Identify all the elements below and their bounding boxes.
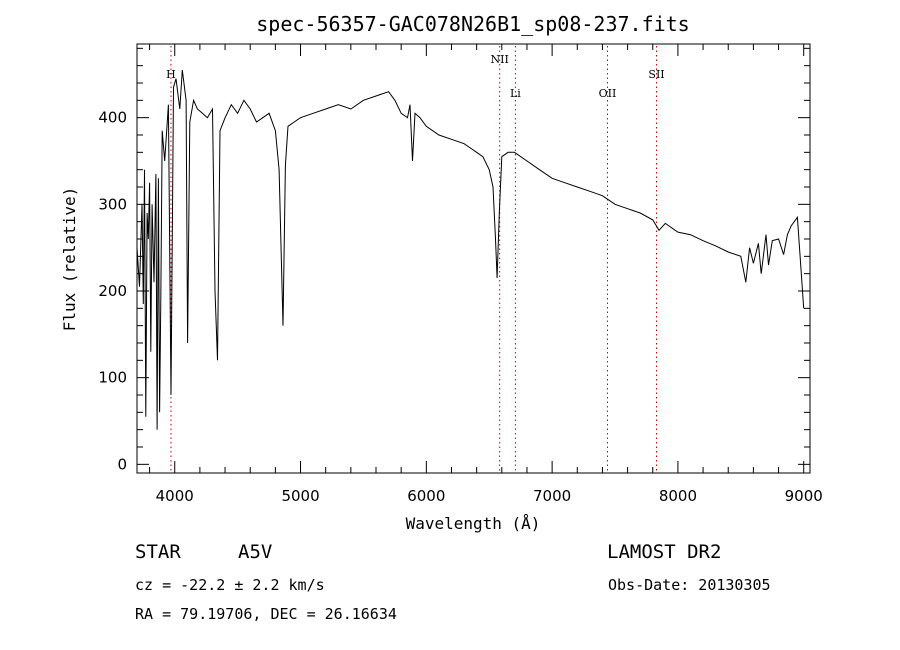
y-tick-label: 400 xyxy=(98,109,127,127)
x-tick-label: 6000 xyxy=(407,487,445,505)
chart-title: spec-56357-GAC078N26B1_sp08-237.fits xyxy=(256,12,689,36)
spectrum-line xyxy=(136,69,805,430)
y-tick-label: 200 xyxy=(98,282,127,300)
object-class: STAR xyxy=(135,541,181,563)
plot-frame xyxy=(136,43,811,474)
observation-date: Obs-Date: 20130305 xyxy=(608,576,771,594)
x-tick-label: 7000 xyxy=(533,487,571,505)
x-tick-label: 8000 xyxy=(659,487,697,505)
spectrum-series xyxy=(136,69,805,430)
y-tick-label: 300 xyxy=(98,195,127,213)
x-axis-label: Wavelength (Å) xyxy=(406,514,541,533)
x-tick-label: 9000 xyxy=(785,487,823,505)
marker-label: H xyxy=(166,68,176,81)
coordinates: RA = 79.19706, DEC = 26.16634 xyxy=(135,605,397,623)
spectral-subclass: A5V xyxy=(238,541,273,563)
y-tick-label: 0 xyxy=(117,455,127,473)
redshift-cz: cz = -22.2 ± 2.2 km/s xyxy=(135,576,325,594)
marker-label: SII xyxy=(648,68,664,81)
y-axis-label: Flux (relative) xyxy=(60,187,79,332)
survey-name: LAMOST DR2 xyxy=(607,541,722,563)
x-tick-label: 4000 xyxy=(156,487,194,505)
x-tick-label: 5000 xyxy=(281,487,319,505)
marker-label: OII xyxy=(599,87,617,100)
axis-ticks: 4000 5000 6000 7000 8000 9000 0 100 200 300 400 xyxy=(98,44,823,505)
spectral-line-markers: H NII Li OII SII xyxy=(166,46,665,473)
marker-label: NII xyxy=(491,53,509,66)
y-tick-label: 100 xyxy=(98,369,127,387)
marker-label: Li xyxy=(510,87,521,100)
